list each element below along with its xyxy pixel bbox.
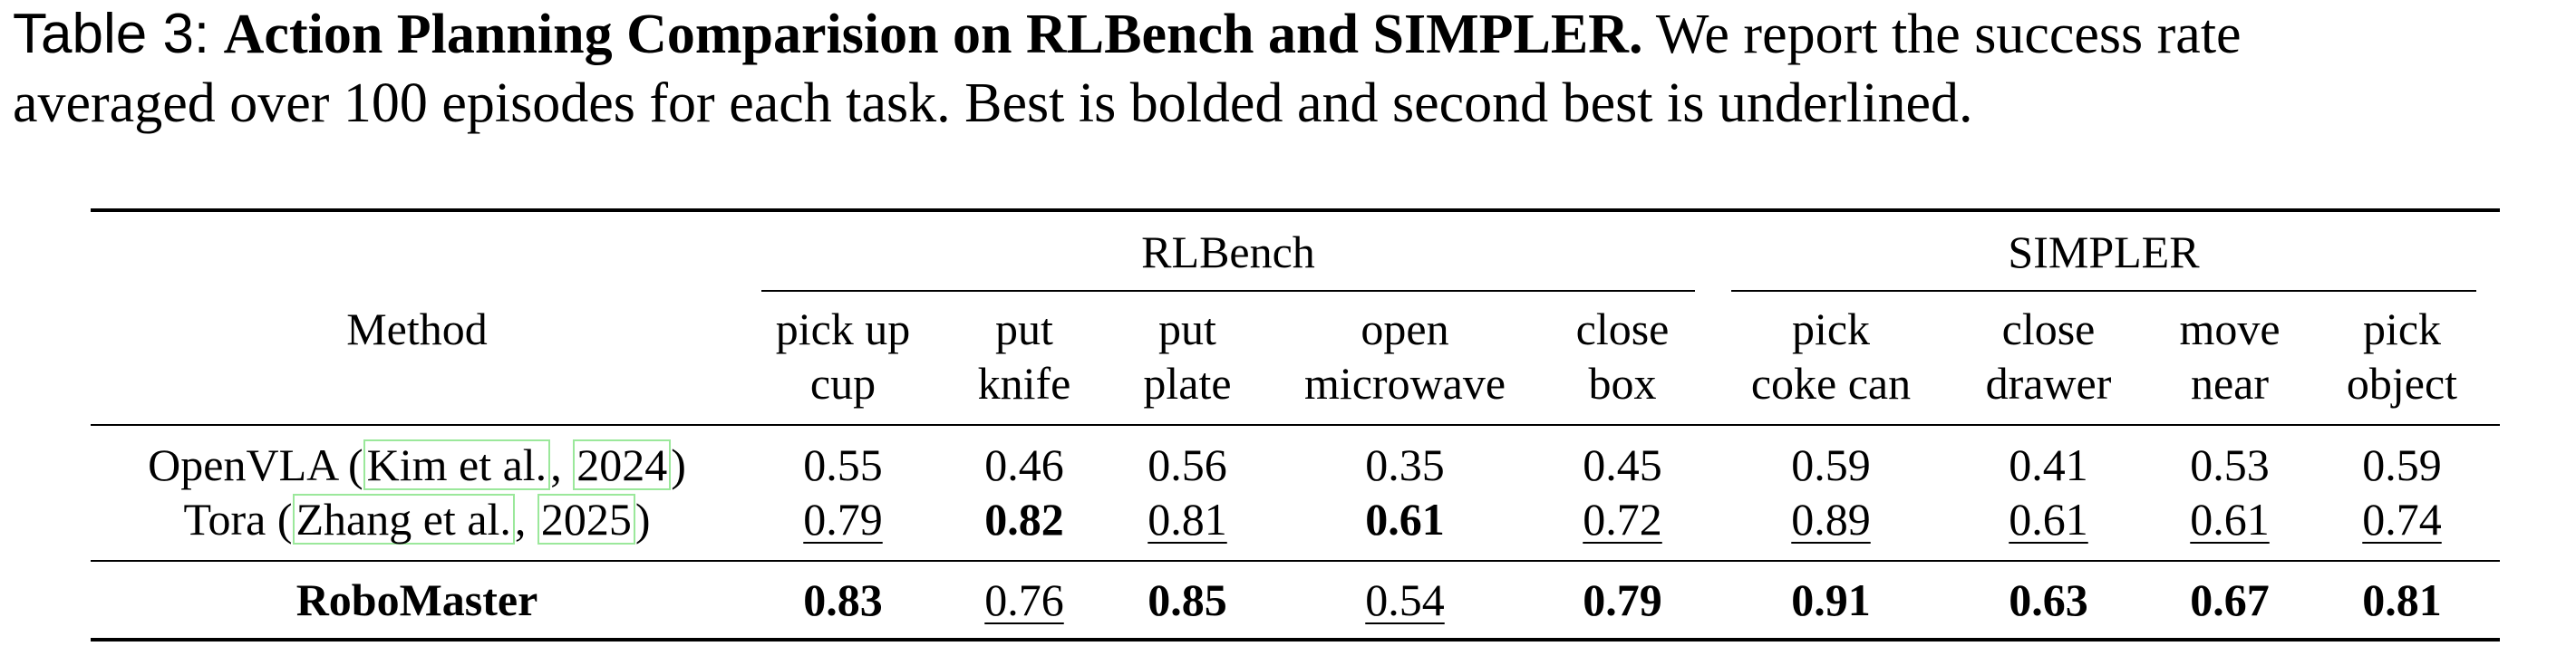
method-name: OpenVLA	[148, 439, 337, 490]
value-cell-openvla: 0.35	[1365, 439, 1445, 490]
caption-label: Table 3:	[13, 3, 210, 65]
bottom-rule	[91, 638, 2500, 642]
value-cell-robomaster: 0.91	[1791, 574, 1871, 625]
value-cell-tora: 0.72	[1583, 494, 1662, 545]
column-header-line2: microwave	[1303, 358, 1506, 409]
value-cell-tora: 0.61	[1365, 494, 1445, 545]
table-caption: Table 3: Action Planning Comparision on …	[13, 0, 2576, 138]
column-header-close-drawer: close drawer	[1949, 302, 2148, 410]
value-cell-tora: 0.74	[2362, 494, 2442, 545]
value-cell-openvla: 0.45	[1583, 439, 1662, 490]
caption-text-line-1: We report the success rate	[1655, 4, 2242, 65]
value-cell-openvla: 0.56	[1148, 439, 1227, 490]
column-header-line1: open	[1361, 304, 1449, 354]
caption-line-2: averaged over 100 episodes for each task…	[13, 72, 1973, 134]
value-cell-tora: 0.79	[803, 494, 883, 545]
value-cell-tora: 0.81	[1148, 494, 1227, 545]
header-rule	[91, 424, 2500, 426]
column-header-open-microwave: open microwave	[1269, 302, 1541, 410]
value-cell-openvla: 0.59	[2362, 439, 2442, 490]
value-cell-openvla: 0.59	[1791, 439, 1871, 490]
method-cell-robomaster: RoboMaster	[295, 574, 538, 625]
value-cell-openvla: 0.41	[2009, 439, 2088, 490]
method-header: Method	[346, 304, 488, 354]
column-header-close-box: close box	[1541, 302, 1704, 410]
column-header-line1: pick	[1791, 304, 1871, 354]
column-header-line2: object	[2346, 358, 2458, 409]
top-rule	[91, 208, 2500, 212]
value-cell-openvla: 0.53	[2190, 439, 2270, 490]
citation-link-year[interactable]: 2024	[573, 439, 672, 490]
value-cell-robomaster: 0.76	[984, 574, 1064, 625]
group-header-simpler: SIMPLER	[2008, 227, 2200, 277]
rlbench-group-rule	[761, 290, 1695, 292]
caption-title: Action Planning Comparision on RLBench a…	[223, 4, 1643, 65]
column-header-line1: put	[1158, 304, 1216, 354]
mid-rule	[91, 560, 2500, 562]
group-header-rlbench: RLBench	[1141, 227, 1315, 277]
column-header-line2: near	[2190, 358, 2270, 409]
value-cell-tora: 0.61	[2190, 494, 2270, 545]
simpler-group-rule	[1731, 290, 2476, 292]
column-header-move-near: move near	[2148, 302, 2311, 410]
method-cell-openvla: OpenVLA (Kim et al., 2024)	[148, 439, 686, 490]
value-cell-robomaster: 0.79	[1583, 574, 1662, 625]
method-cell-tora: Tora (Zhang et al., 2025)	[183, 494, 651, 545]
method-name: Tora	[183, 494, 266, 545]
value-cell-robomaster: 0.54	[1365, 574, 1445, 625]
column-header-pick-object: pick object	[2311, 302, 2493, 410]
column-header-line1: pick up	[775, 304, 911, 354]
column-header-line2: box	[1588, 358, 1657, 409]
citation-link-year[interactable]: 2025	[537, 494, 635, 545]
value-cell-robomaster: 0.85	[1148, 574, 1227, 625]
value-cell-tora: 0.89	[1791, 494, 1871, 545]
column-header-line2: drawer	[1985, 358, 2112, 409]
citation-link-author[interactable]: Kim et al.	[363, 439, 551, 490]
column-header-line2: cup	[809, 358, 876, 409]
column-header-put-knife: put knife	[934, 302, 1115, 410]
column-header-put-plate: put plate	[1106, 302, 1269, 410]
column-header-line2: knife	[977, 358, 1071, 409]
value-cell-tora: 0.61	[2009, 494, 2088, 545]
column-header-line2: plate	[1143, 358, 1232, 409]
value-cell-robomaster: 0.67	[2190, 574, 2270, 625]
caption-line-1: Table 3: Action Planning Comparision on …	[13, 0, 2576, 69]
column-header-pick-up-cup: pick up cup	[752, 302, 934, 410]
column-header-pick-coke-can: pick coke can	[1713, 302, 1949, 410]
value-cell-robomaster: 0.83	[803, 574, 883, 625]
value-cell-openvla: 0.46	[984, 439, 1064, 490]
column-header-line1: pick	[2362, 304, 2442, 354]
column-header-line1: put	[995, 304, 1053, 354]
value-cell-robomaster: 0.81	[2362, 574, 2442, 625]
value-cell-robomaster: 0.63	[2009, 574, 2088, 625]
value-cell-openvla: 0.55	[803, 439, 883, 490]
column-header-line1: close	[1575, 304, 1670, 354]
column-header-line1: close	[2001, 304, 2096, 354]
citation-link-author[interactable]: Zhang et al.	[292, 494, 515, 545]
value-cell-tora: 0.82	[984, 494, 1064, 545]
column-header-line1: move	[2179, 304, 2281, 354]
column-header-line2: coke can	[1750, 358, 1912, 409]
